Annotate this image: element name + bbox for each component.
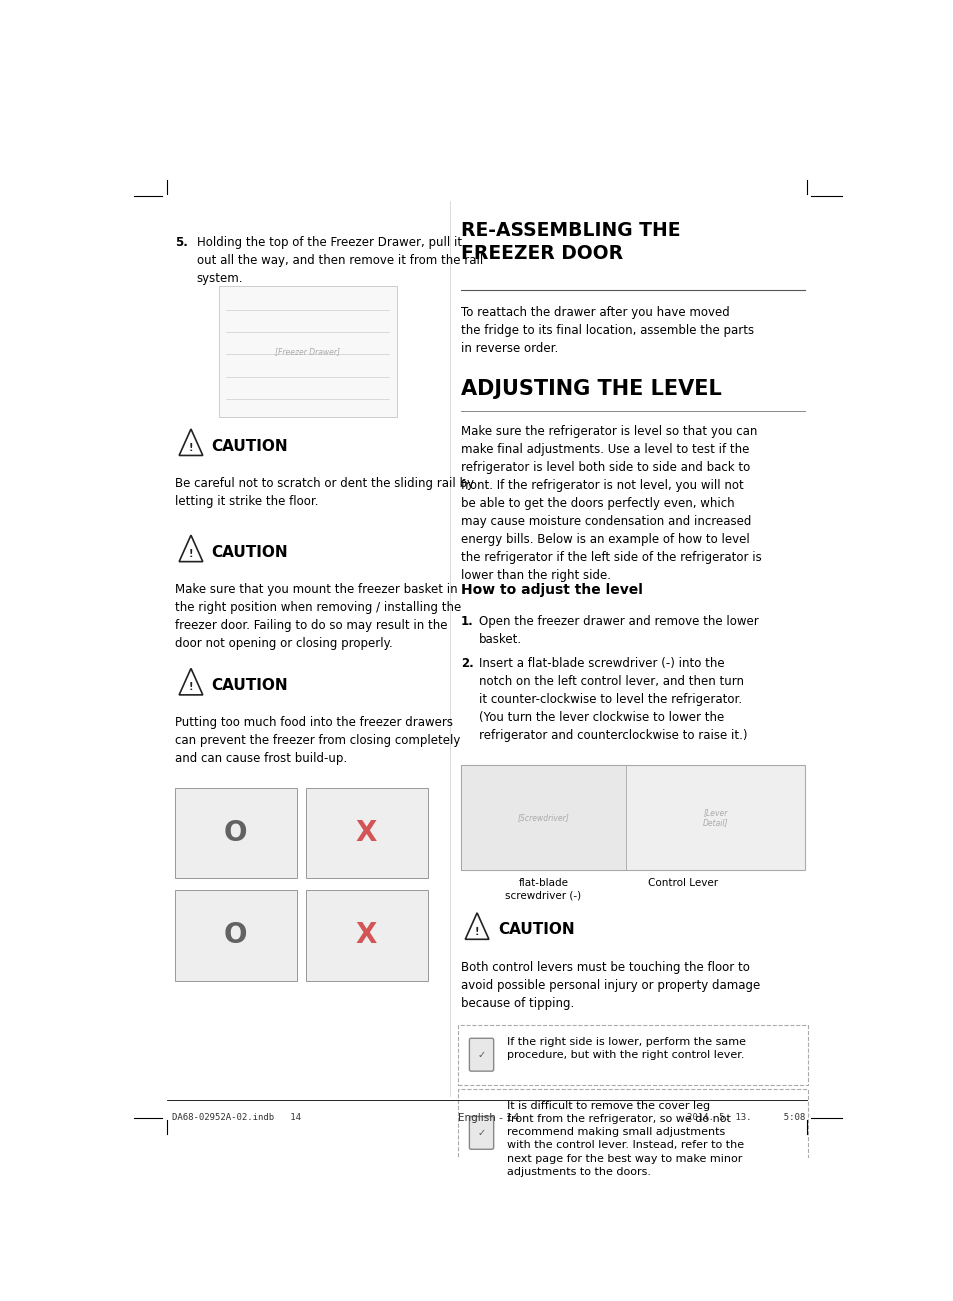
Text: DA68-02952A-02.indb   14: DA68-02952A-02.indb 14 <box>172 1114 301 1123</box>
Text: Be careful not to scratch or dent the sliding rail by
letting it strike the floo: Be careful not to scratch or dent the sl… <box>174 476 474 507</box>
Text: RE-ASSEMBLING THE
FREEZER DOOR: RE-ASSEMBLING THE FREEZER DOOR <box>460 221 679 263</box>
Text: To reattach the drawer after you have moved
the fridge to its final location, as: To reattach the drawer after you have mo… <box>460 306 753 355</box>
FancyBboxPatch shape <box>174 788 296 878</box>
Text: X: X <box>355 921 376 950</box>
Text: O: O <box>224 921 247 950</box>
Text: !: ! <box>475 926 478 937</box>
Text: If the right side is lower, perform the same
procedure, but with the right contr: If the right side is lower, perform the … <box>506 1037 745 1060</box>
FancyBboxPatch shape <box>469 1038 493 1071</box>
Text: CAUTION: CAUTION <box>497 922 574 938</box>
Text: Control Lever: Control Lever <box>648 878 718 889</box>
Text: [Screwdriver]: [Screwdriver] <box>517 813 569 822</box>
Text: 1.: 1. <box>460 615 473 628</box>
Text: CAUTION: CAUTION <box>212 678 288 693</box>
Text: CAUTION: CAUTION <box>212 545 288 559</box>
FancyBboxPatch shape <box>174 890 296 981</box>
Text: Open the freezer drawer and remove the lower
basket.: Open the freezer drawer and remove the l… <box>478 615 759 645</box>
Text: 5.: 5. <box>174 237 188 250</box>
Text: X: X <box>355 820 376 847</box>
Text: !: ! <box>189 682 193 692</box>
Text: English - 14: English - 14 <box>457 1112 519 1123</box>
Text: How to adjust the level: How to adjust the level <box>460 583 642 597</box>
Text: !: ! <box>189 442 193 453</box>
Text: O: O <box>224 820 247 847</box>
Text: Putting too much food into the freezer drawers
can prevent the freezer from clos: Putting too much food into the freezer d… <box>174 716 459 765</box>
Text: Holding the top of the Freezer Drawer, pull it
out all the way, and then remove : Holding the top of the Freezer Drawer, p… <box>196 237 482 285</box>
Text: !: ! <box>189 549 193 559</box>
FancyBboxPatch shape <box>460 765 804 870</box>
Text: [Freezer Drawer]: [Freezer Drawer] <box>275 347 340 356</box>
Text: ✓: ✓ <box>476 1128 485 1138</box>
FancyBboxPatch shape <box>219 286 396 416</box>
Text: 2014. 5. 13.      5:08: 2014. 5. 13. 5:08 <box>686 1114 804 1123</box>
Text: ✓: ✓ <box>476 1050 485 1060</box>
Text: Insert a flat-blade screwdriver (-) into the
notch on the left control lever, an: Insert a flat-blade screwdriver (-) into… <box>478 657 747 742</box>
Text: [Lever
Detail]: [Lever Detail] <box>702 808 728 827</box>
FancyBboxPatch shape <box>469 1116 493 1149</box>
FancyBboxPatch shape <box>460 765 625 870</box>
Text: Make sure that you mount the freezer basket in
the right position when removing : Make sure that you mount the freezer bas… <box>174 583 460 650</box>
Text: Both control levers must be touching the floor to
avoid possible personal injury: Both control levers must be touching the… <box>460 960 760 1010</box>
Text: ADJUSTING THE LEVEL: ADJUSTING THE LEVEL <box>460 379 720 398</box>
FancyBboxPatch shape <box>305 788 427 878</box>
Text: Make sure the refrigerator is level so that you can
make final adjustments. Use : Make sure the refrigerator is level so t… <box>460 424 760 582</box>
Text: 2.: 2. <box>460 657 473 670</box>
Text: It is difficult to remove the cover leg
front from the refrigerator, so we do no: It is difficult to remove the cover leg … <box>506 1101 743 1177</box>
Text: flat-blade
screwdriver (-): flat-blade screwdriver (-) <box>505 878 581 900</box>
Text: CAUTION: CAUTION <box>212 438 288 454</box>
FancyBboxPatch shape <box>305 890 427 981</box>
